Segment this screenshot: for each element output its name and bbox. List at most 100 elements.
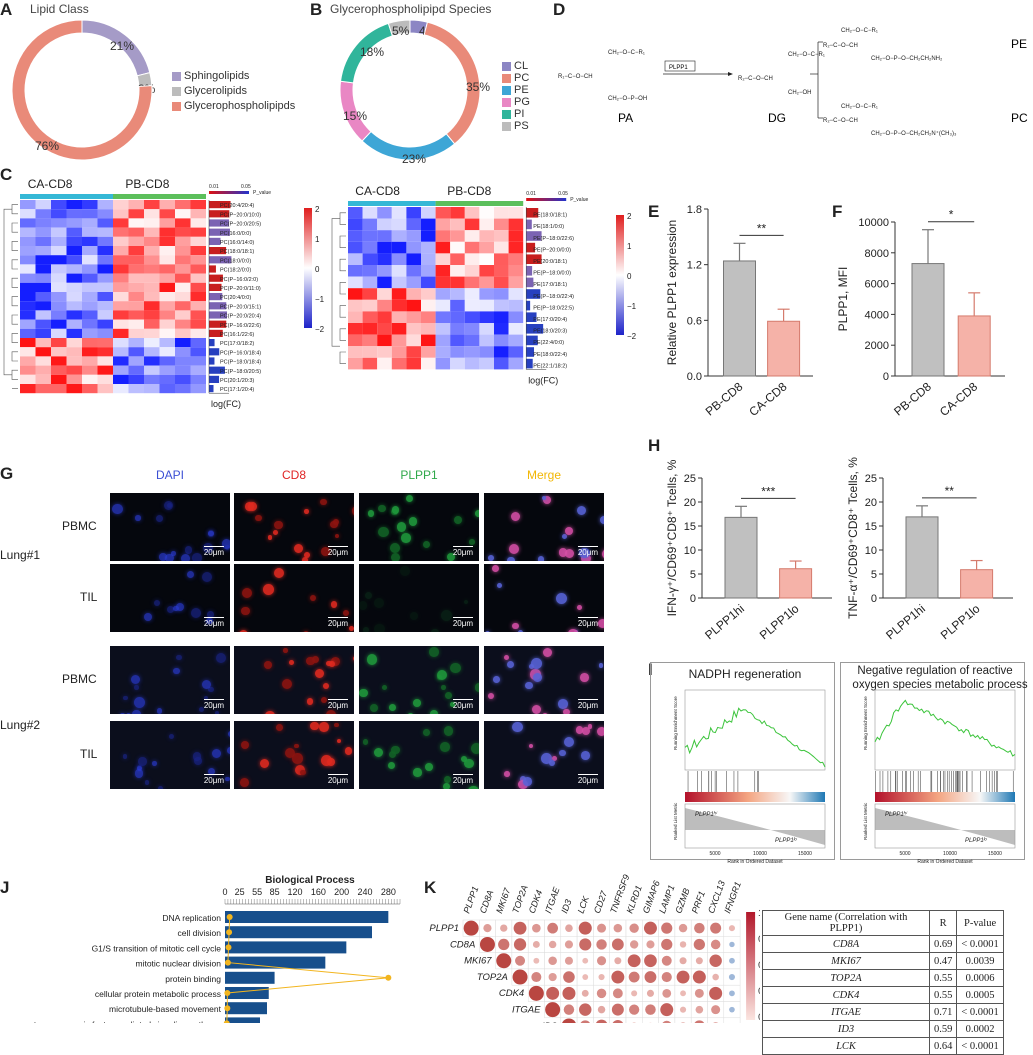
lipid-row-label: PE(22:1/18:2)	[533, 363, 567, 369]
heat-cell	[67, 255, 83, 264]
heat-cell	[98, 283, 114, 292]
cell-blob	[464, 600, 468, 604]
heat-cell	[82, 384, 98, 393]
dendrogram	[340, 259, 346, 271]
svg-text:CH₂−OH: CH₂−OH	[788, 90, 812, 96]
heat-cell	[82, 366, 98, 375]
corr-dot	[533, 958, 539, 964]
heat-cell	[67, 218, 83, 227]
y-tick-label: 1.2	[687, 260, 702, 272]
cell-blob	[315, 669, 324, 678]
heat-cell	[494, 207, 509, 219]
heat-cell	[160, 283, 176, 292]
group-label-lung2: Lung#2	[0, 718, 40, 732]
lipid-row-label: PE(20:0/18:1)	[533, 259, 567, 265]
corr-dot	[565, 957, 573, 965]
colorbar-tick: 0.4	[758, 986, 760, 996]
legend-item: Glycerophospholipipds	[172, 100, 295, 112]
heat-cell	[129, 274, 145, 283]
heat-cell	[51, 356, 67, 365]
group-bar-ca	[348, 201, 436, 206]
heat-cell	[82, 228, 98, 237]
lipid-row-label: PE(18:0/20:3)	[533, 329, 567, 335]
lipid-row-label: PC(P−18:0/20:5)	[220, 369, 261, 375]
heat-cell	[98, 366, 114, 375]
lo-label: PLPP1ˡᵒ	[965, 837, 987, 844]
corr-dot	[579, 938, 591, 950]
heat-cell	[406, 300, 421, 312]
cell-blob	[365, 592, 372, 599]
heat-cell	[377, 277, 392, 289]
table-cell: LCK	[763, 1038, 930, 1055]
heat-cell	[20, 329, 36, 338]
cell-blob	[511, 512, 520, 521]
heat-cell	[20, 384, 36, 393]
cell-blob	[274, 568, 284, 578]
dendrogram	[12, 260, 18, 269]
significance-stars: **	[945, 484, 955, 498]
column-gene-label: ID3	[559, 898, 573, 915]
heat-cell	[98, 209, 114, 218]
heat-cell	[51, 366, 67, 375]
heat-cell	[191, 384, 207, 393]
scale-bar: 20μm	[328, 619, 348, 628]
corr-dot	[662, 972, 672, 982]
heat-cell	[436, 207, 451, 219]
metric-axis-label: Ranked List Metric	[863, 802, 868, 840]
cell-blob	[307, 698, 313, 704]
heat-cell	[20, 283, 36, 292]
slice-pct-label: 15%	[343, 109, 367, 123]
scale-bar: 20μm	[453, 548, 473, 557]
bp-bar	[225, 926, 372, 938]
heat-cell	[113, 218, 129, 227]
heat-cell	[191, 329, 207, 338]
corr-dot	[564, 1004, 574, 1014]
slice-pct-label: 76%	[35, 139, 59, 153]
micrograph-tile: 20μm	[484, 646, 604, 714]
cell-blob	[169, 734, 174, 739]
heat-cell	[20, 274, 36, 283]
svg-text:CH₂−O−C−R₁: CH₂−O−C−R₁	[608, 50, 645, 56]
lipid-row-label: PC(20:4/20:4)	[220, 203, 254, 209]
micrograph-tile: 20μm	[484, 564, 604, 632]
table-cell: CDK4	[763, 987, 930, 1004]
svg-text:R₂−C−O−CH: R₂−C−O−CH	[738, 76, 773, 82]
cell-blob	[248, 502, 257, 511]
corr-dot	[464, 921, 479, 936]
heat-cell	[191, 228, 207, 237]
heat-cell	[465, 230, 480, 242]
corr-dot	[712, 974, 719, 981]
heat-cell	[450, 265, 465, 277]
dendrogram	[12, 205, 18, 214]
cell-blob	[597, 727, 604, 736]
heat-cell	[509, 358, 524, 370]
heat-cell	[160, 347, 176, 356]
heat-cell	[363, 242, 378, 254]
corr-dot	[614, 924, 623, 933]
lipid-row-label: PC(P−18:0/18:4)	[220, 360, 261, 366]
panel-letter-g: G	[0, 464, 13, 484]
heat-cell	[98, 237, 114, 246]
heat-cell	[465, 323, 480, 335]
cell-blob	[120, 713, 124, 714]
heat-cell	[51, 283, 67, 292]
heat-cell	[82, 329, 98, 338]
cell-blob	[542, 713, 548, 714]
scale-bar: 20μm	[453, 619, 473, 628]
table-cell: 0.59	[930, 1021, 957, 1038]
cell-blob	[441, 685, 446, 690]
heat-cell	[465, 311, 480, 323]
heat-cell	[36, 375, 52, 384]
scale-bar: 20μm	[204, 701, 224, 710]
cell-blob	[492, 565, 499, 572]
row-gene-label: ITGAE	[512, 1005, 541, 1016]
cell-blob	[468, 786, 479, 789]
corr-dot	[679, 924, 687, 932]
row-label-pbmc: PBMC	[62, 672, 97, 686]
heat-cell	[348, 265, 363, 277]
significance-stars: **	[757, 221, 767, 235]
heat-cell	[465, 277, 480, 289]
heat-cell	[494, 323, 509, 335]
